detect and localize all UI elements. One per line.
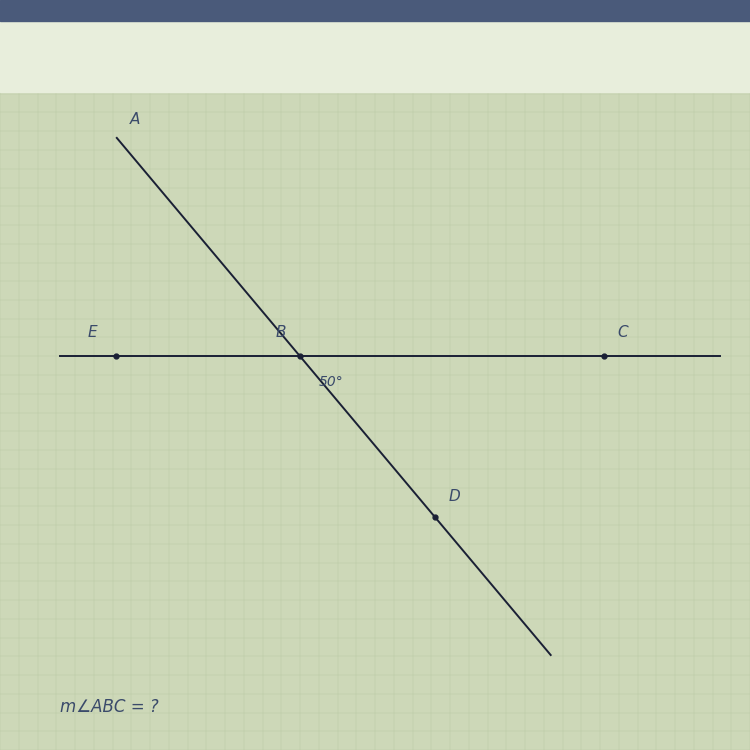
Text: Task 3: Use the diagram to find the measure of the ang: Task 3: Use the diagram to find the meas…: [22, 47, 562, 66]
Text: B: B: [276, 325, 286, 340]
Text: C: C: [617, 325, 628, 340]
Text: E: E: [88, 325, 98, 340]
Text: 50°: 50°: [319, 375, 344, 389]
Text: A: A: [130, 112, 141, 127]
Bar: [0, 0, 750, 21]
Text: m∠ABC = ?: m∠ABC = ?: [60, 698, 159, 716]
Bar: [0, 21, 750, 92]
Text: D: D: [448, 488, 460, 503]
